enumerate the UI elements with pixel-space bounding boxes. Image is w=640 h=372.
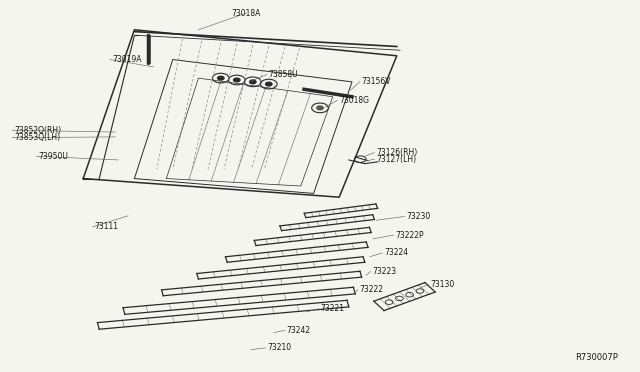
- Text: 73018A: 73018A: [232, 9, 261, 17]
- Circle shape: [250, 80, 256, 84]
- Text: R730007P: R730007P: [575, 353, 618, 362]
- Text: 73223: 73223: [372, 267, 397, 276]
- Circle shape: [266, 82, 272, 86]
- Text: 73224: 73224: [384, 248, 408, 257]
- Text: 73221: 73221: [320, 304, 344, 313]
- Text: 73130: 73130: [430, 280, 454, 289]
- Text: 73852Q(RH): 73852Q(RH): [14, 126, 61, 135]
- Circle shape: [218, 76, 224, 80]
- Text: 73156V: 73156V: [362, 77, 391, 86]
- Circle shape: [317, 106, 323, 110]
- Text: 73853Q(LH): 73853Q(LH): [14, 133, 60, 142]
- Text: 73019A: 73019A: [112, 55, 141, 64]
- Text: 73222: 73222: [360, 285, 384, 294]
- Circle shape: [234, 78, 240, 82]
- Text: 73210: 73210: [268, 343, 292, 352]
- Text: 73858U: 73858U: [269, 70, 298, 79]
- Text: 73230: 73230: [406, 212, 431, 221]
- Text: 73222P: 73222P: [396, 231, 424, 240]
- Text: 73018G: 73018G: [339, 96, 369, 105]
- Text: 73111: 73111: [95, 222, 119, 231]
- Text: 73242: 73242: [287, 326, 311, 335]
- Text: 73950U: 73950U: [38, 152, 68, 161]
- Text: 73127(LH): 73127(LH): [376, 155, 417, 164]
- Text: 73126(RH): 73126(RH): [376, 148, 417, 157]
